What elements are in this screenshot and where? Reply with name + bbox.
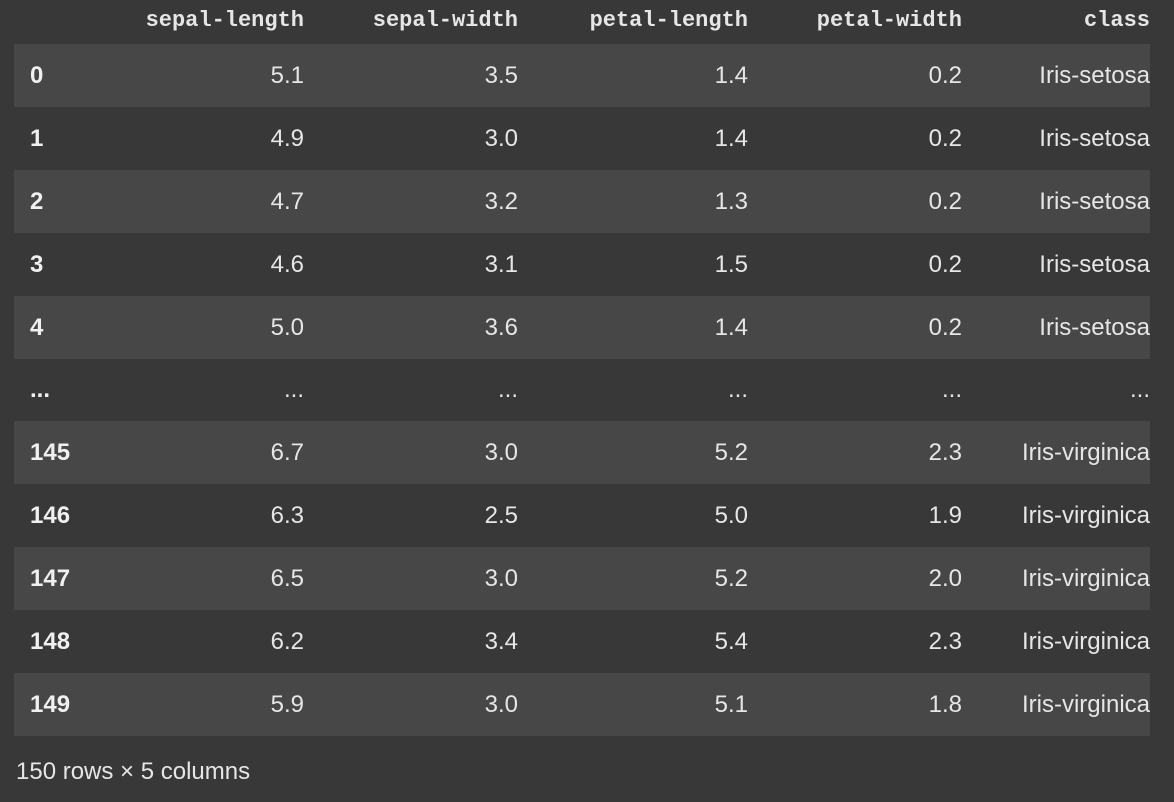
row-index: 2 bbox=[30, 187, 44, 215]
dataframe-table: sepal-length sepal-width petal-length pe… bbox=[14, 0, 1150, 736]
column-header-sepal-width: sepal-width bbox=[372, 7, 518, 33]
row-index: 146 bbox=[30, 501, 71, 529]
index-header bbox=[14, 0, 90, 44]
table-cell: Iris-virginica bbox=[1021, 501, 1150, 529]
table-row: 3 4.6 3.1 1.5 0.2 Iris-setosa bbox=[14, 233, 1150, 296]
table-cell: 3.0 bbox=[484, 438, 518, 466]
table-cell: ... bbox=[497, 376, 518, 403]
table-row: 4 5.0 3.6 1.4 0.2 Iris-setosa bbox=[14, 296, 1150, 359]
table-cell: 3.1 bbox=[484, 250, 518, 278]
table-cell: 1.5 bbox=[714, 250, 748, 278]
table-cell: 5.1 bbox=[270, 61, 304, 89]
row-index: 4 bbox=[30, 313, 44, 341]
row-index: 149 bbox=[30, 690, 71, 718]
table-row: 2 4.7 3.2 1.3 0.2 Iris-setosa bbox=[14, 170, 1150, 233]
table-cell: Iris-virginica bbox=[1021, 690, 1150, 718]
table-cell: 0.2 bbox=[928, 250, 962, 278]
table-cell: 0.2 bbox=[928, 313, 962, 341]
table-cell: 2.0 bbox=[928, 564, 962, 592]
row-index: 145 bbox=[30, 438, 71, 466]
dataframe-shape-summary: 150 rows × 5 columns bbox=[16, 758, 251, 785]
table-cell: ... bbox=[727, 376, 748, 403]
table-cell: Iris-setosa bbox=[1039, 61, 1150, 89]
table-cell: Iris-virginica bbox=[1021, 438, 1150, 466]
row-index: ... bbox=[30, 376, 51, 403]
table-cell: 1.9 bbox=[928, 501, 962, 529]
table-cell: 1.4 bbox=[714, 124, 748, 152]
column-header-sepal-length: sepal-length bbox=[145, 7, 304, 33]
row-index: 147 bbox=[30, 564, 71, 592]
table-cell: 3.5 bbox=[484, 61, 518, 89]
table-cell: 4.9 bbox=[270, 124, 304, 152]
row-index: 3 bbox=[30, 250, 44, 278]
table-cell: 0.2 bbox=[928, 61, 962, 89]
table-cell: 5.2 bbox=[714, 564, 748, 592]
table-cell: 6.7 bbox=[270, 438, 304, 466]
table-cell: Iris-setosa bbox=[1039, 187, 1150, 215]
table-cell: ... bbox=[1129, 376, 1150, 403]
table-cell: 3.0 bbox=[484, 690, 518, 718]
table-cell: 3.0 bbox=[484, 564, 518, 592]
table-cell: Iris-virginica bbox=[1021, 564, 1150, 592]
table-cell: 6.5 bbox=[270, 564, 304, 592]
table-cell: 1.4 bbox=[714, 61, 748, 89]
table-cell: 0.2 bbox=[928, 124, 962, 152]
header-row: sepal-length sepal-width petal-length pe… bbox=[14, 0, 1150, 44]
table-cell: 5.1 bbox=[714, 690, 748, 718]
row-index: 148 bbox=[30, 627, 71, 655]
table-row: 147 6.5 3.0 5.2 2.0 Iris-virginica bbox=[14, 547, 1150, 610]
table-cell: 4.7 bbox=[270, 187, 304, 215]
table-cell: 1.3 bbox=[714, 187, 748, 215]
table-cell: 5.0 bbox=[270, 313, 304, 341]
table-body: 0 5.1 3.5 1.4 0.2 Iris-setosa 1 4.9 3.0 … bbox=[14, 44, 1150, 736]
table-cell: 5.4 bbox=[714, 627, 748, 655]
table-cell: 6.2 bbox=[270, 627, 304, 655]
dataframe-output: sepal-length sepal-width petal-length pe… bbox=[14, 0, 1150, 736]
table-cell: Iris-setosa bbox=[1039, 124, 1150, 152]
table-cell: 4.6 bbox=[270, 250, 304, 278]
table-cell: 6.3 bbox=[270, 501, 304, 529]
table-cell: 3.6 bbox=[484, 313, 518, 341]
table-row: 146 6.3 2.5 5.0 1.9 Iris-virginica bbox=[14, 484, 1150, 547]
table-cell: ... bbox=[283, 376, 304, 403]
table-cell: 0.2 bbox=[928, 187, 962, 215]
table-row: 149 5.9 3.0 5.1 1.8 Iris-virginica bbox=[14, 673, 1150, 736]
column-header-petal-length: petal-length bbox=[589, 7, 748, 33]
table-cell: 3.2 bbox=[484, 187, 518, 215]
table-cell: Iris-virginica bbox=[1021, 627, 1150, 655]
table-cell: 3.0 bbox=[484, 124, 518, 152]
table-row: 0 5.1 3.5 1.4 0.2 Iris-setosa bbox=[14, 44, 1150, 107]
table-cell: 2.3 bbox=[928, 438, 962, 466]
column-header-class: class bbox=[1083, 7, 1150, 33]
table-cell: 1.8 bbox=[928, 690, 962, 718]
column-header-petal-width: petal-width bbox=[816, 7, 962, 33]
table-row: 1 4.9 3.0 1.4 0.2 Iris-setosa bbox=[14, 107, 1150, 170]
table-cell: 3.4 bbox=[484, 627, 518, 655]
table-cell: 5.2 bbox=[714, 438, 748, 466]
table-cell: 5.0 bbox=[714, 501, 748, 529]
table-cell: 1.4 bbox=[714, 313, 748, 341]
row-index: 1 bbox=[30, 124, 44, 152]
table-header: sepal-length sepal-width petal-length pe… bbox=[14, 0, 1150, 44]
table-row: 148 6.2 3.4 5.4 2.3 Iris-virginica bbox=[14, 610, 1150, 673]
row-index: 0 bbox=[30, 61, 44, 89]
table-row: 145 6.7 3.0 5.2 2.3 Iris-virginica bbox=[14, 421, 1150, 484]
table-cell: 2.5 bbox=[484, 501, 518, 529]
ellipsis-row: ... ... ... ... ... ... bbox=[14, 359, 1150, 421]
table-cell: Iris-setosa bbox=[1039, 313, 1150, 341]
table-cell: 2.3 bbox=[928, 627, 962, 655]
table-cell: 5.9 bbox=[270, 690, 304, 718]
table-cell: ... bbox=[941, 376, 962, 403]
table-cell: Iris-setosa bbox=[1039, 250, 1150, 278]
